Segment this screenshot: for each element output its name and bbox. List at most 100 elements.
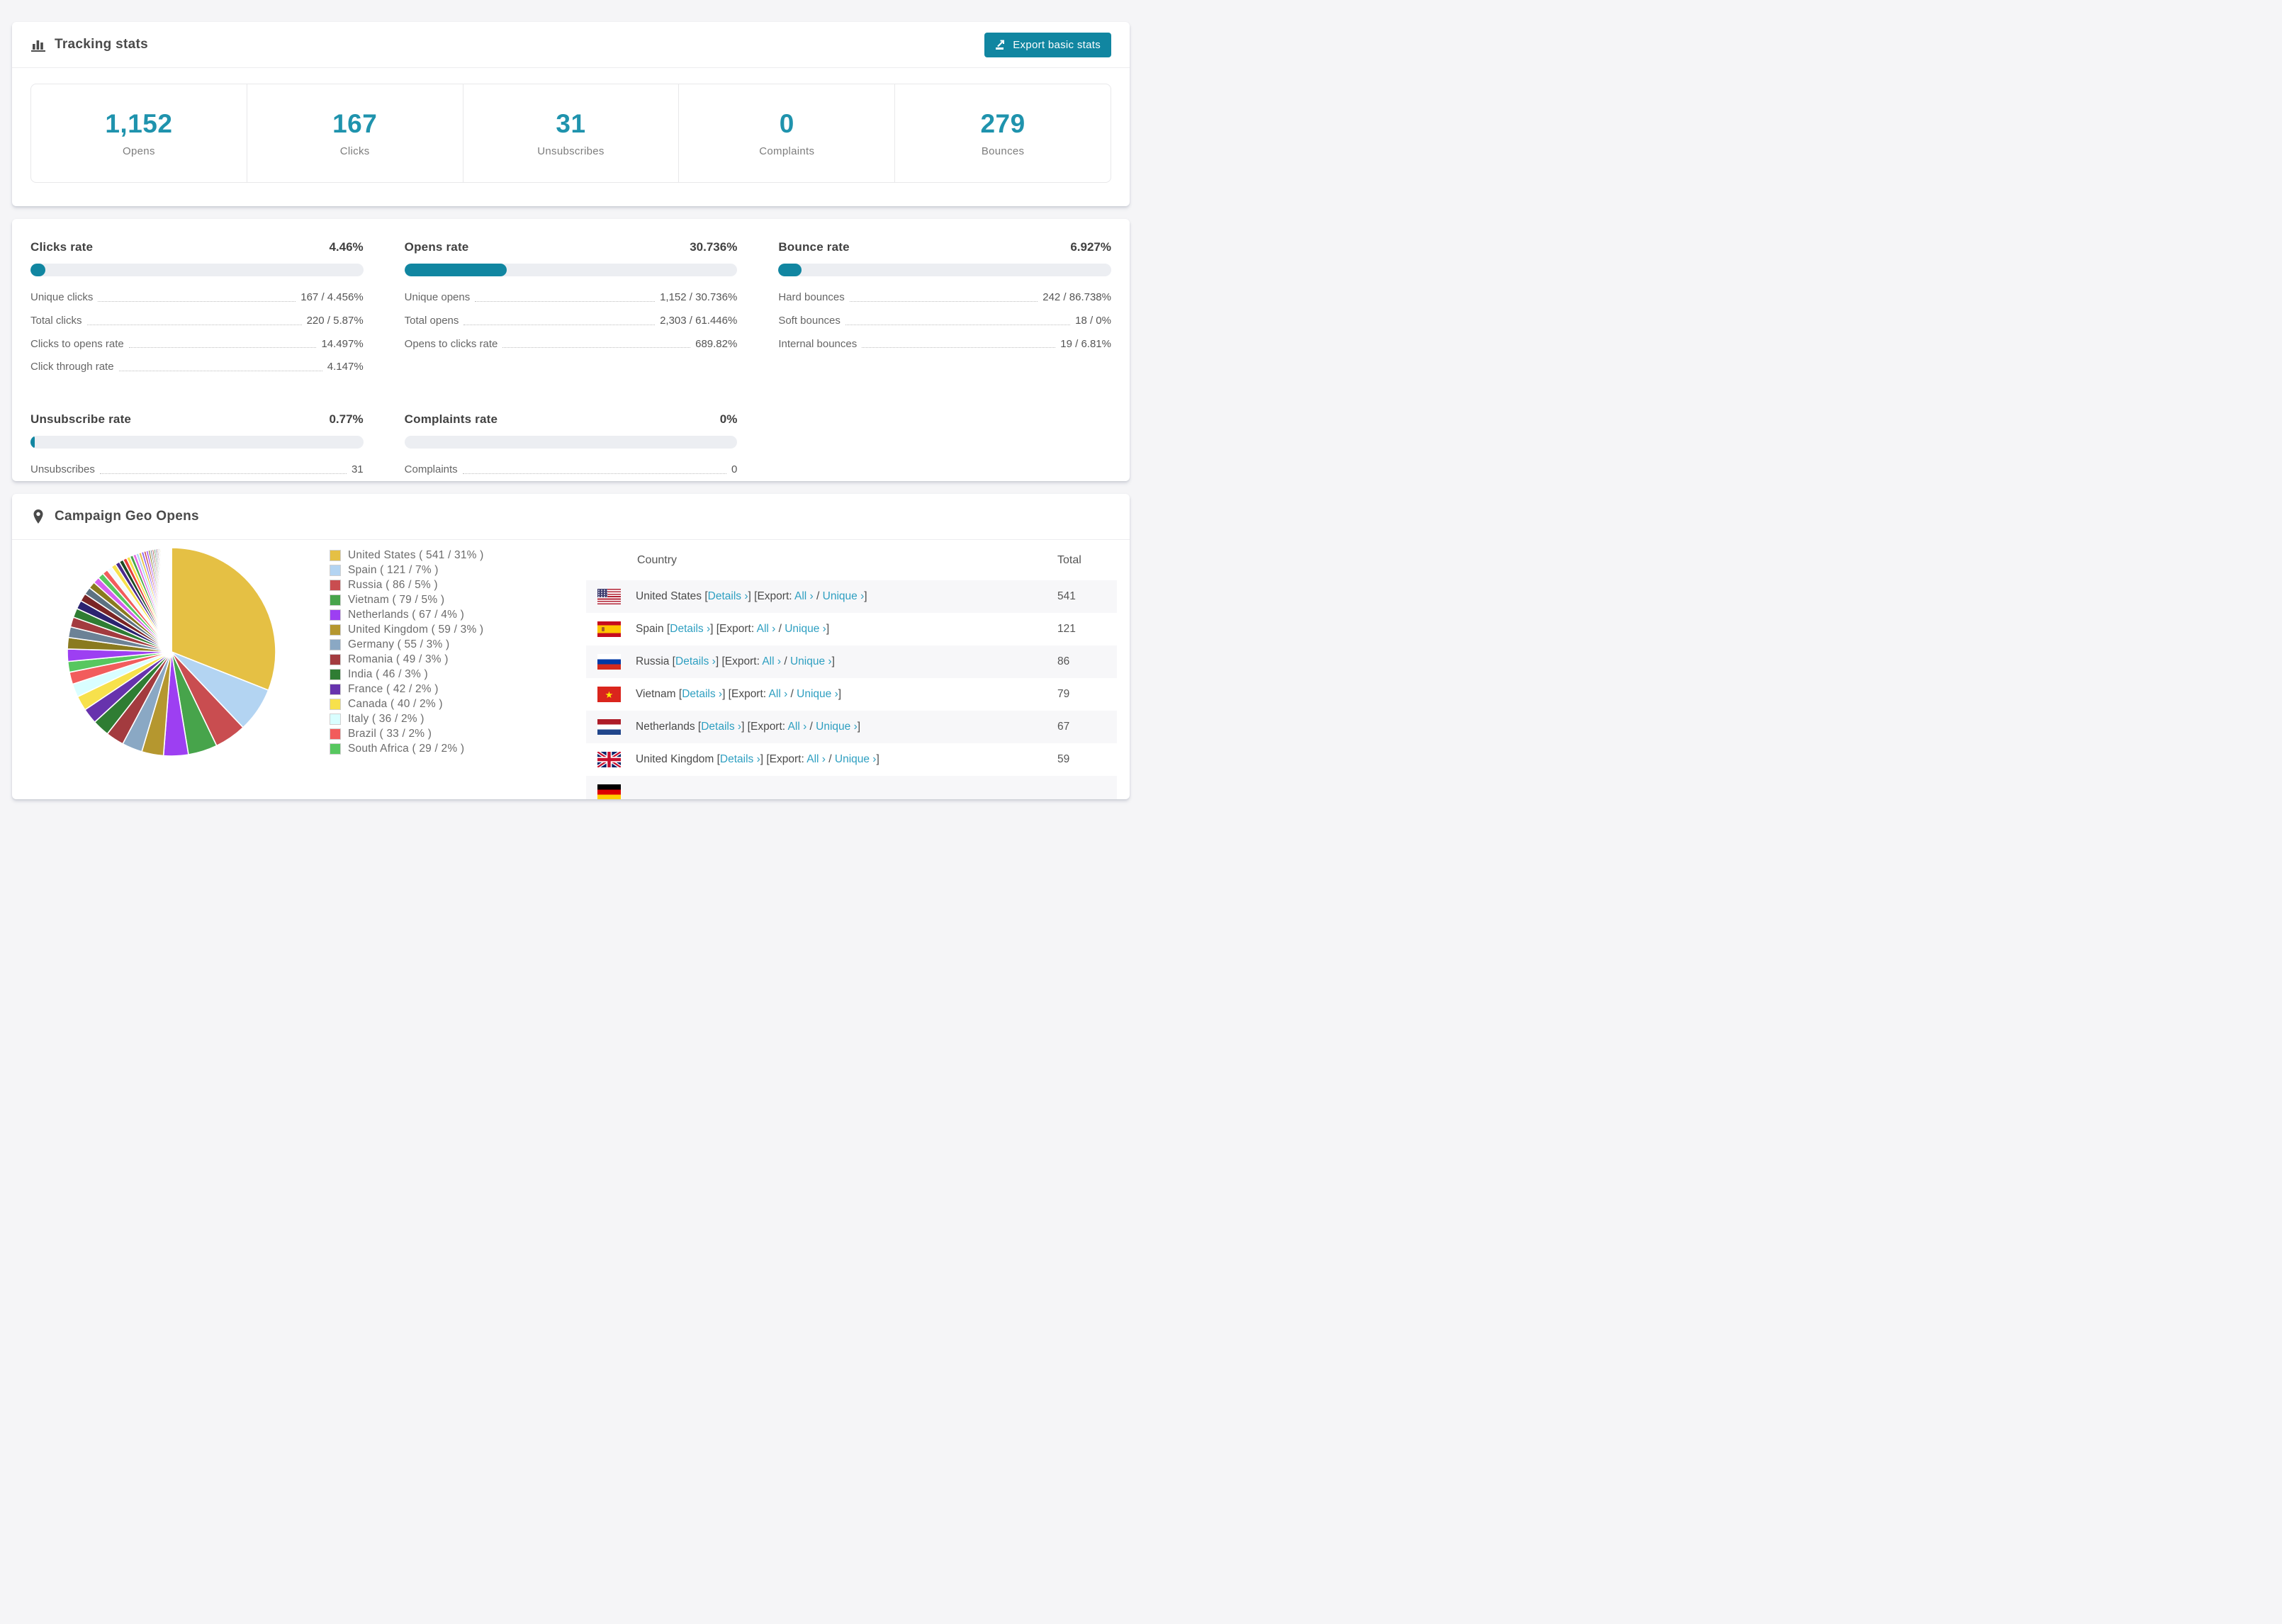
legend-swatch bbox=[330, 728, 341, 740]
link-details-united-states[interactable]: Details › bbox=[707, 590, 748, 602]
campaign-geo-opens-card: Campaign Geo Opens United States ( 541 /… bbox=[12, 494, 1130, 799]
stat-value: 0 bbox=[779, 109, 794, 138]
metric-label: Unsubscribes bbox=[30, 463, 95, 475]
link-export-all-netherlands[interactable]: All › bbox=[787, 721, 807, 733]
link-details-netherlands[interactable]: Details › bbox=[701, 721, 742, 733]
link-details-spain[interactable]: Details › bbox=[670, 623, 711, 635]
link-export-all-spain[interactable]: All › bbox=[756, 623, 776, 635]
metric-value: 4.147% bbox=[327, 361, 364, 373]
link-details-vietnam[interactable]: Details › bbox=[682, 688, 723, 700]
legend-item-germany[interactable]: Germany ( 55 / 3% ) bbox=[330, 638, 484, 650]
legend-item-vietnam[interactable]: Vietnam ( 79 / 5% ) bbox=[330, 594, 484, 606]
flag-us-canton bbox=[597, 589, 607, 597]
flag-vn: ★ bbox=[597, 687, 621, 702]
metric-value: 19 / 6.81% bbox=[1060, 337, 1111, 350]
legend-item-spain[interactable]: Spain ( 121 / 7% ) bbox=[330, 564, 484, 576]
progress-track bbox=[30, 436, 364, 449]
legend-item-united-kingdom[interactable]: United Kingdom ( 59 / 3% ) bbox=[330, 624, 484, 636]
export-button-label: Export basic stats bbox=[1013, 38, 1101, 51]
link-export-unique-united-kingdom[interactable]: Unique › bbox=[834, 753, 877, 765]
country-row-text: Russia [Details ›] [Export: All › / Uniq… bbox=[636, 655, 835, 667]
geo-card-title: Campaign Geo Opens bbox=[30, 509, 199, 524]
link-details-russia[interactable]: Details › bbox=[675, 655, 716, 667]
legend-item-romania[interactable]: Romania ( 49 / 3% ) bbox=[330, 653, 484, 665]
metric-label: Click through rate bbox=[30, 361, 114, 373]
summary-stat-unsubscribes: 31 Unsubscribes bbox=[463, 84, 680, 182]
country-row-text: United States [Details ›] [Export: All ›… bbox=[636, 590, 867, 602]
pie-slice-united-states[interactable] bbox=[171, 547, 276, 691]
country-row-text: Netherlands [Details ›] [Export: All › /… bbox=[636, 721, 861, 733]
legend-label: United Kingdom ( 59 / 3% ) bbox=[348, 624, 484, 636]
country-total: 67 bbox=[1057, 721, 1070, 733]
bar-chart-icon bbox=[30, 37, 46, 52]
legend-swatch bbox=[330, 654, 341, 665]
legend-item-india[interactable]: India ( 46 / 3% ) bbox=[330, 668, 484, 680]
metric-row: Unsubscribes 31 bbox=[30, 463, 364, 477]
legend-label: Vietnam ( 79 / 5% ) bbox=[348, 594, 445, 606]
flag-nl bbox=[597, 719, 621, 735]
legend-item-brazil[interactable]: Brazil ( 33 / 2% ) bbox=[330, 728, 484, 740]
progress-fill bbox=[30, 436, 35, 449]
metric-label: Hard bounces bbox=[778, 291, 845, 303]
legend-item-south-africa[interactable]: South Africa ( 29 / 2% ) bbox=[330, 743, 484, 755]
dotted-leader bbox=[475, 300, 656, 302]
stat-value: 279 bbox=[980, 109, 1025, 138]
legend-item-united-states[interactable]: United States ( 541 / 31% ) bbox=[330, 549, 484, 561]
dotted-leader bbox=[98, 300, 296, 302]
geo-opens-pie-chart bbox=[67, 547, 276, 757]
legend-label: Romania ( 49 / 3% ) bbox=[348, 653, 449, 665]
metric-label: Soft bounces bbox=[778, 314, 841, 327]
link-details-united-kingdom[interactable]: Details › bbox=[719, 753, 760, 765]
tracking-stats-card: Tracking stats Export basic stats 1,152 O… bbox=[12, 22, 1130, 206]
map-pin-icon bbox=[30, 509, 46, 524]
country-total: 541 bbox=[1057, 590, 1076, 602]
link-export-unique-netherlands[interactable]: Unique › bbox=[816, 721, 858, 733]
rate-value: 0.77% bbox=[329, 412, 364, 426]
progress-track bbox=[404, 436, 738, 449]
link-export-all-vietnam[interactable]: All › bbox=[768, 688, 788, 700]
link-export-unique-vietnam[interactable]: Unique › bbox=[797, 688, 838, 700]
summary-stat-clicks: 167 Clicks bbox=[247, 84, 463, 182]
link-export-unique-spain[interactable]: Unique › bbox=[785, 623, 826, 635]
pie-slice-other[interactable] bbox=[170, 547, 172, 653]
legend-swatch bbox=[330, 714, 341, 725]
rate-value: 0% bbox=[719, 412, 738, 426]
legend-item-france[interactable]: France ( 42 / 2% ) bbox=[330, 683, 484, 695]
country-total: 59 bbox=[1057, 753, 1070, 765]
geo-content: United States ( 541 / 31% ) Spain ( 121 /… bbox=[12, 540, 1130, 799]
pie-legend: United States ( 541 / 31% ) Spain ( 121 /… bbox=[330, 549, 484, 755]
progress-fill bbox=[778, 264, 802, 276]
stat-label: Unsubscribes bbox=[537, 145, 605, 157]
country-row-text: Vietnam [Details ›] [Export: All › / Uni… bbox=[636, 688, 842, 700]
legend-swatch bbox=[330, 580, 341, 591]
geo-card-title-text: Campaign Geo Opens bbox=[55, 509, 199, 524]
metric-label: Total clicks bbox=[30, 314, 82, 327]
link-export-all-united-states[interactable]: All › bbox=[794, 590, 814, 602]
metric-label: Total opens bbox=[404, 314, 459, 327]
legend-item-russia[interactable]: Russia ( 86 / 5% ) bbox=[330, 579, 484, 591]
link-export-unique-russia[interactable]: Unique › bbox=[789, 655, 832, 667]
stat-value: 167 bbox=[332, 109, 378, 138]
legend-item-netherlands[interactable]: Netherlands ( 67 / 4% ) bbox=[330, 609, 484, 621]
export-basic-stats-button[interactable]: Export basic stats bbox=[984, 32, 1111, 57]
legend-item-canada[interactable]: Canada ( 40 / 2% ) bbox=[330, 698, 484, 710]
tracking-stats-title: Tracking stats bbox=[30, 37, 148, 52]
metric-value: 220 / 5.87% bbox=[306, 314, 364, 327]
country-row-united-kingdom: United Kingdom [Details ›] [Export: All … bbox=[586, 743, 1117, 776]
link-export-unique-united-states[interactable]: Unique › bbox=[822, 590, 865, 602]
rates-card: Clicks rate 4.46% Unique clicks 167 / 4.456… bbox=[12, 219, 1130, 481]
geo-card-header: Campaign Geo Opens bbox=[12, 494, 1130, 540]
flag-us bbox=[597, 589, 621, 604]
legend-swatch bbox=[330, 624, 341, 636]
flag-de bbox=[597, 784, 621, 799]
country-total: 79 bbox=[1057, 688, 1070, 700]
link-export-all-russia[interactable]: All › bbox=[762, 655, 782, 667]
metric-label: Opens to clicks rate bbox=[404, 337, 498, 350]
rate-title: Complaints rate bbox=[404, 412, 498, 426]
legend-item-italy[interactable]: Italy ( 36 / 2% ) bbox=[330, 713, 484, 725]
legend-swatch bbox=[330, 565, 341, 576]
link-export-all-united-kingdom[interactable]: All › bbox=[806, 753, 826, 765]
metric-value: 0 bbox=[731, 463, 738, 475]
rate-title: Bounce rate bbox=[778, 240, 850, 254]
legend-label: Brazil ( 33 / 2% ) bbox=[348, 728, 432, 740]
